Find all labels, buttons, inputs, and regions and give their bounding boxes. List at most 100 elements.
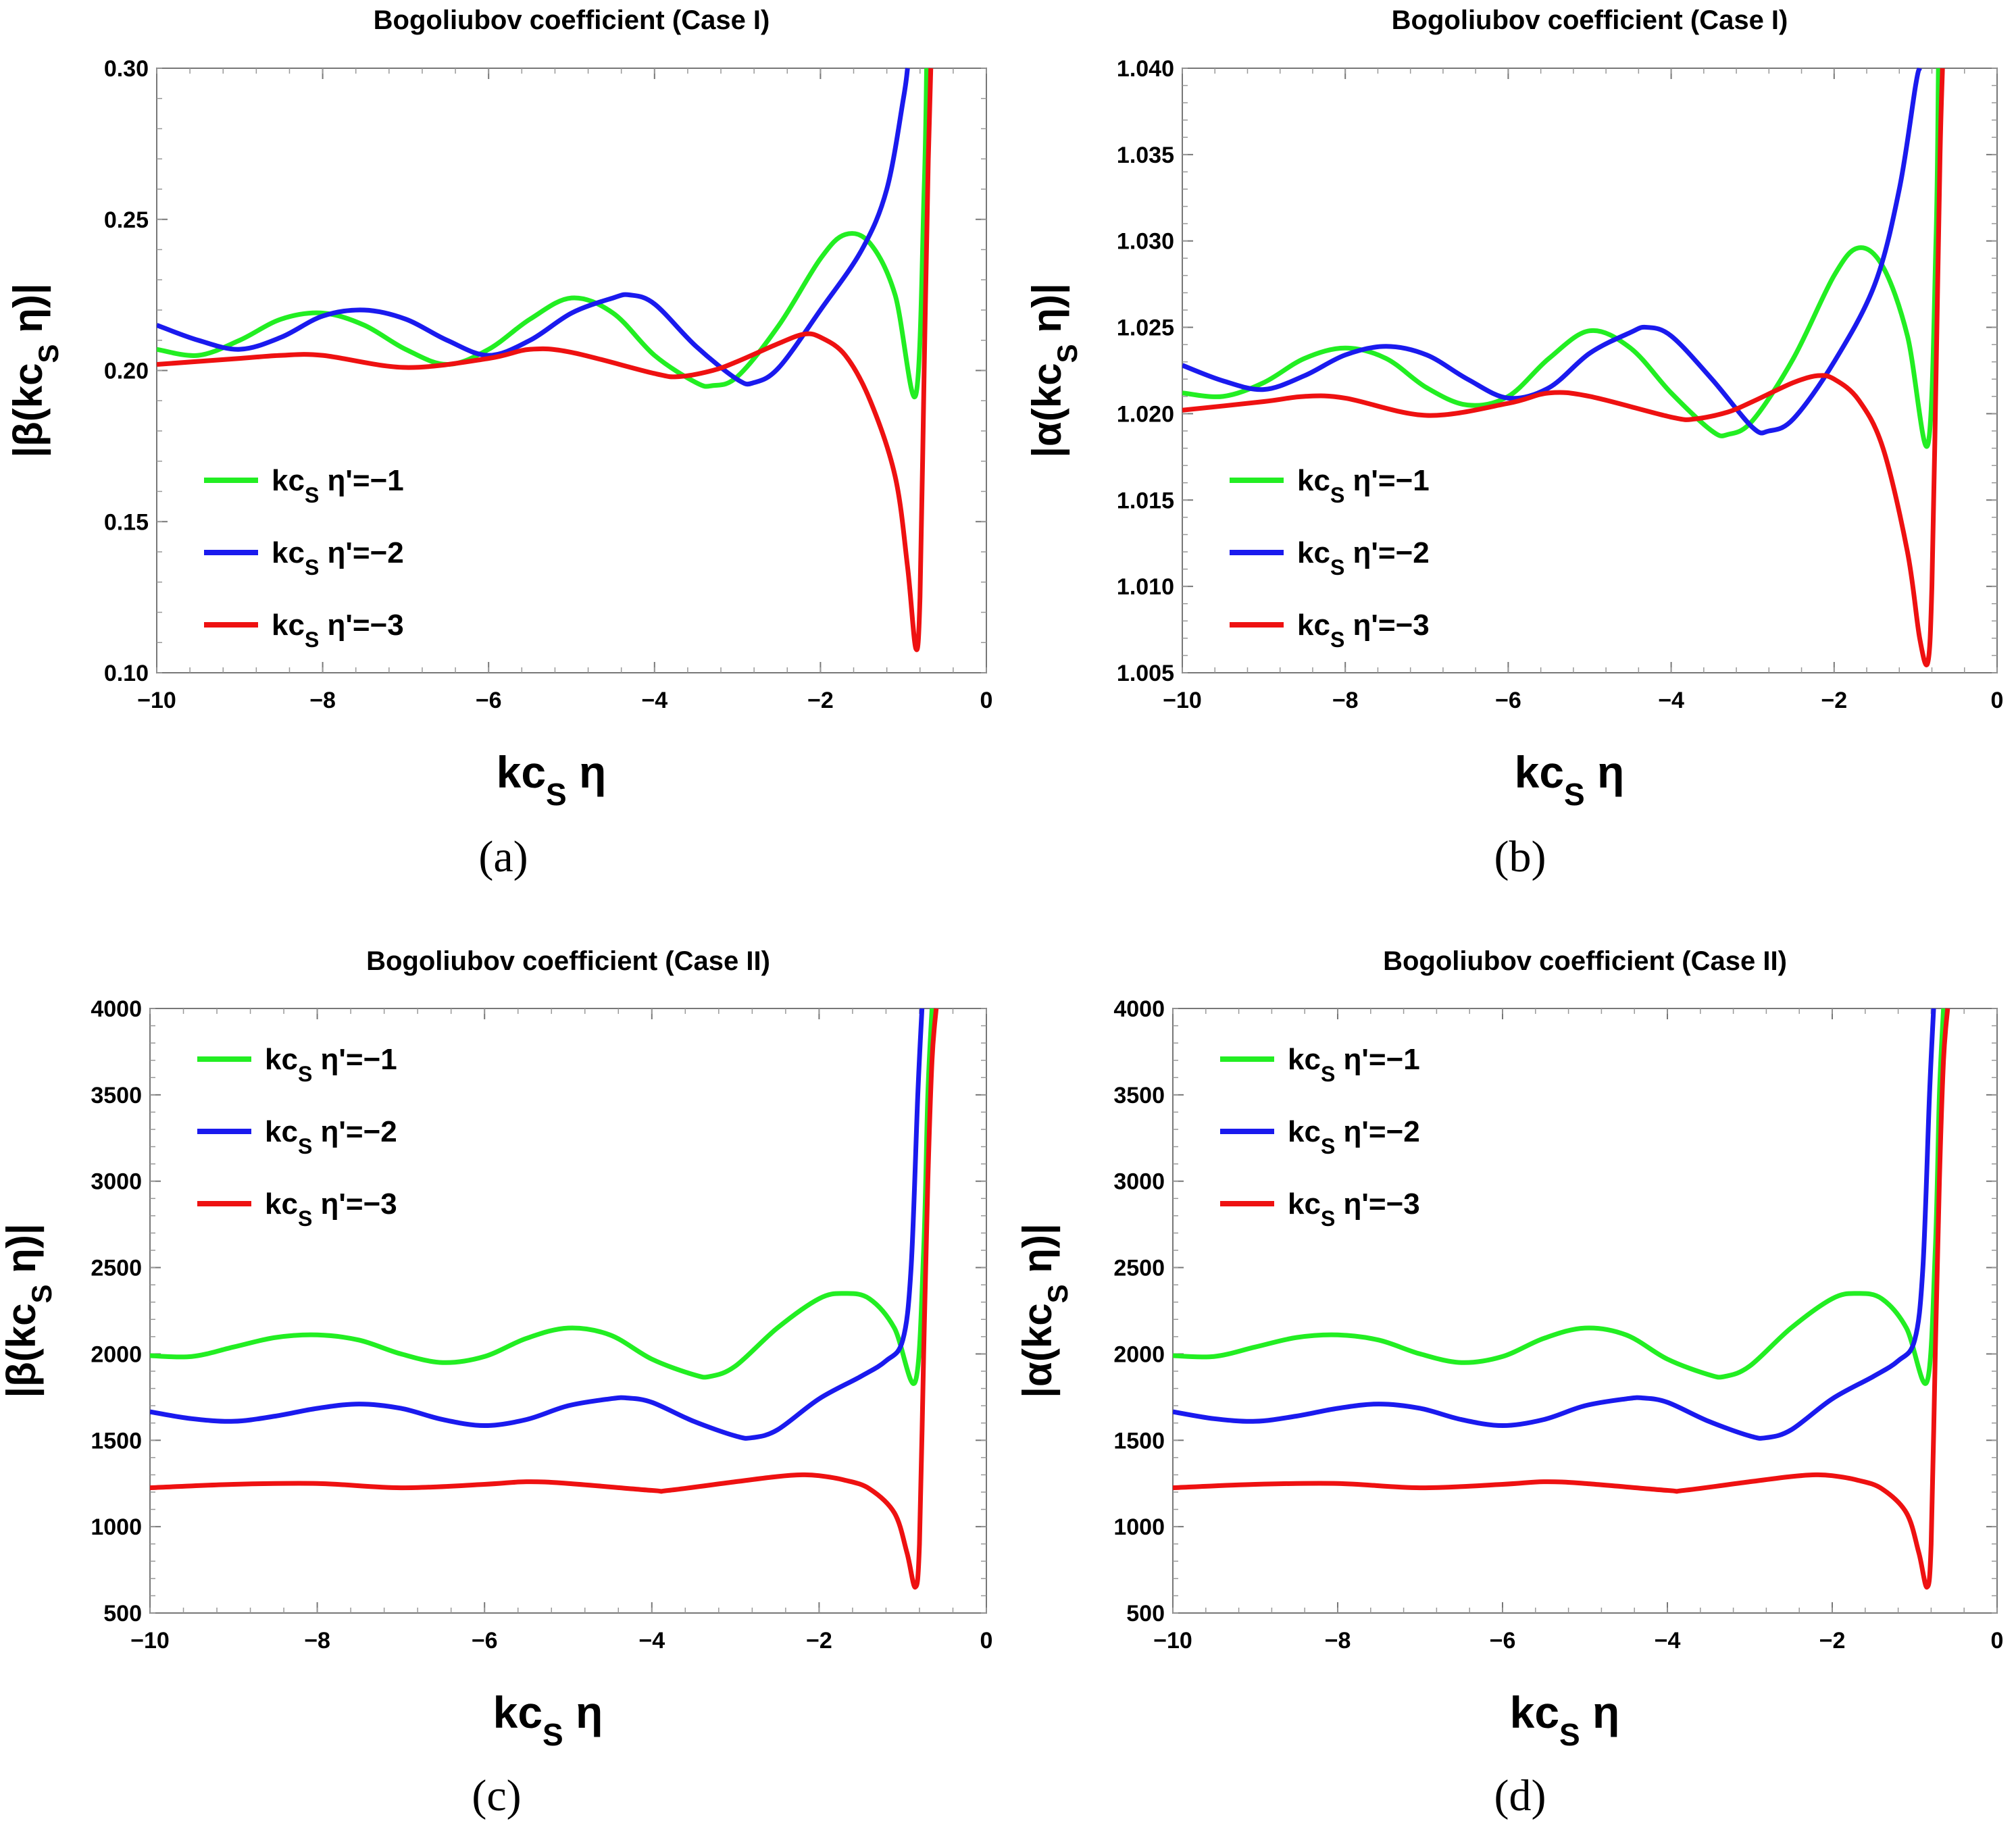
x-tick-label: −10 (130, 1628, 170, 1654)
chart-panel-b: Bogoliubov coefficient (Case I) −10 −8 −6 −4… (1024, 5, 2003, 881)
y-tick-label: 1000 (1113, 1514, 1165, 1540)
x-tick-label: 0 (1991, 688, 2004, 713)
y-tick-label: 1.030 (1117, 229, 1174, 255)
x-tick-label: 0 (980, 1628, 993, 1654)
y-tick-label: 500 (103, 1601, 142, 1627)
series-line-3 (150, 1008, 939, 1590)
plot-frame (156, 68, 987, 673)
y-tick-label: 1.040 (1117, 56, 1174, 82)
y-tick-label: 0.25 (104, 207, 149, 233)
y-tick-label: 0.20 (104, 359, 149, 384)
legend-label: kcS η'=−2 (272, 536, 404, 580)
y-tick-label: 4000 (91, 996, 142, 1022)
series-line-2 (1182, 67, 1922, 436)
x-tick-label: 0 (1991, 1628, 2004, 1654)
x-tick-label: −10 (137, 688, 176, 713)
series-line-1 (1182, 68, 1941, 449)
plot-frame (1182, 68, 1998, 673)
x-tick-label: −6 (1495, 688, 1521, 713)
y-tick-label: 500 (1126, 1601, 1165, 1627)
y-tick-label: 1.015 (1117, 488, 1174, 513)
y-tick-label: 1.020 (1117, 401, 1174, 427)
chart-title: Bogoliubov coefficient (Case I) (1392, 5, 1788, 35)
x-axis-label: kcS η (1510, 1687, 1620, 1752)
legend-label: kcS η'=−2 (1288, 1115, 1420, 1158)
y-tick-label: 0.10 (104, 661, 149, 686)
chart-panel-a: Bogoliubov coefficient (Case I) −10 −8 −6 −4… (5, 5, 992, 881)
series-line-3 (157, 68, 934, 653)
plot-frame (149, 1008, 987, 1614)
subfigure-caption: (c) (472, 1771, 521, 1820)
y-tick-label: 0.15 (104, 509, 149, 535)
y-tick-label: 3000 (1113, 1169, 1165, 1195)
series-line-2 (1173, 1008, 1936, 1441)
x-tick-label: −10 (1163, 688, 1202, 713)
series-line-1 (150, 1008, 935, 1386)
y-tick-label: 1.035 (1117, 143, 1174, 168)
y-tick-label: 4000 (1113, 996, 1165, 1022)
series-line-1 (1173, 1008, 1946, 1386)
x-tick-label: −4 (641, 688, 667, 713)
x-tick-label: −2 (807, 688, 834, 713)
y-axis-label: |α(kcS η)| (1024, 283, 1083, 458)
x-tick-label: 0 (980, 688, 993, 713)
y-tick-label: 3500 (91, 1083, 142, 1108)
x-axis-label: kcS η (493, 1687, 603, 1752)
chart-title: Bogoliubov coefficient (Case II) (366, 946, 770, 976)
legend-label: kcS η'=−2 (1297, 536, 1430, 580)
y-tick-label: 3000 (91, 1169, 142, 1195)
y-tick-label: 1500 (1113, 1428, 1165, 1454)
y-tick-label: 1500 (91, 1428, 142, 1454)
legend-label: kcS η'=−3 (1288, 1187, 1420, 1231)
x-axis-label: kcS η (497, 747, 607, 812)
legend-label: kcS η'=−3 (265, 1187, 397, 1231)
subfigure-caption: (b) (1494, 832, 1546, 881)
chart-title: Bogoliubov coefficient (Case II) (1383, 946, 1787, 976)
x-tick-label: −6 (476, 688, 502, 713)
legend-label: kcS η'=−1 (272, 464, 404, 507)
x-axis-label: kcS η (1515, 747, 1625, 812)
x-tick-label: −2 (1819, 1628, 1846, 1654)
y-tick-label: 0.30 (104, 56, 149, 82)
legend-label: kcS η'=−1 (265, 1043, 397, 1086)
x-tick-label: −10 (1153, 1628, 1192, 1654)
y-tick-label: 2000 (91, 1341, 142, 1367)
y-tick-label: 1000 (91, 1514, 142, 1540)
legend-label: kcS η'=−2 (265, 1115, 397, 1158)
legend-label: kcS η'=−1 (1297, 464, 1430, 507)
chart-panel-d: Bogoliubov coefficient (Case II) −10 −8 −6 −… (1015, 946, 2003, 1820)
x-tick-label: −4 (1655, 1628, 1681, 1654)
y-tick-label: 2500 (1113, 1256, 1165, 1281)
y-axis-label: |β(kcS η)| (5, 283, 64, 457)
subfigure-caption: (d) (1494, 1771, 1546, 1820)
y-tick-label: 2000 (1113, 1341, 1165, 1367)
x-tick-label: −4 (1658, 688, 1684, 713)
y-axis-label: |β(kcS η)| (0, 1223, 57, 1398)
legend-label: kcS η'=−3 (1297, 609, 1430, 652)
x-tick-label: −6 (1490, 1628, 1516, 1654)
y-axis-label: |α(kcS η)| (1015, 1223, 1074, 1398)
legend-label: kcS η'=−3 (272, 609, 404, 652)
x-tick-label: −8 (1325, 1628, 1351, 1654)
y-tick-label: 1.025 (1117, 315, 1174, 341)
x-tick-label: −6 (472, 1628, 498, 1654)
y-tick-label: 3500 (1113, 1083, 1165, 1108)
x-tick-label: −2 (1821, 688, 1847, 713)
y-tick-label: 1.005 (1117, 661, 1174, 686)
x-tick-label: −8 (304, 1628, 330, 1654)
x-tick-label: −8 (1332, 688, 1359, 713)
x-tick-label: −8 (309, 688, 336, 713)
legend-label: kcS η'=−1 (1288, 1043, 1420, 1086)
plot-frame (1172, 1008, 1998, 1614)
y-tick-label: 1.010 (1117, 574, 1174, 600)
series-line-3 (1173, 1008, 1950, 1590)
subfigure-caption: (a) (478, 832, 528, 881)
chart-panel-c: Bogoliubov coefficient (Case II) −10 −8 −6 −… (0, 946, 992, 1820)
y-tick-label: 2500 (91, 1256, 142, 1281)
x-tick-label: −4 (638, 1628, 665, 1654)
series-line-3 (1182, 68, 1945, 667)
chart-title: Bogoliubov coefficient (Case I) (374, 5, 770, 35)
series-line-2 (157, 68, 910, 387)
series-line-2 (150, 1008, 925, 1441)
